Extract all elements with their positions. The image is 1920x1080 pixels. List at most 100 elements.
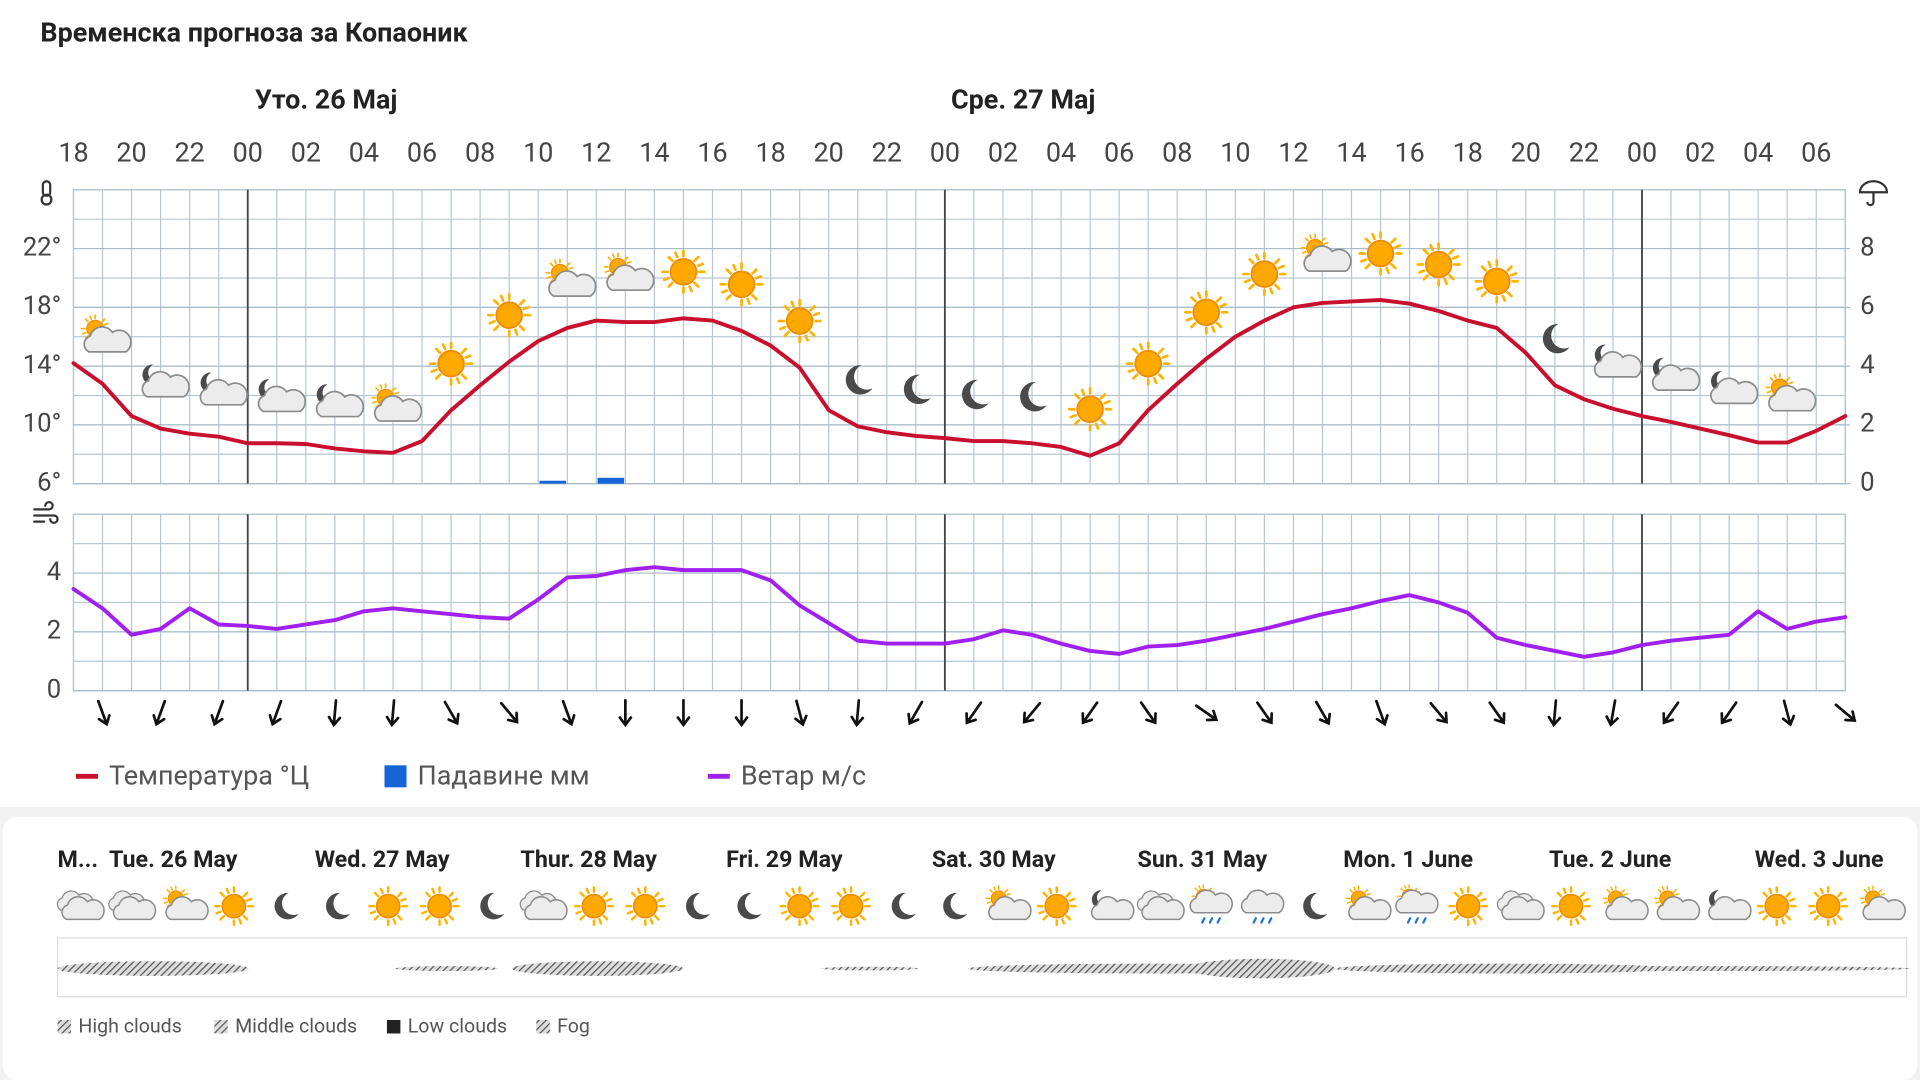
- x-tick-label: 02: [291, 136, 321, 168]
- y-tick-label: 0: [47, 674, 61, 704]
- x-tick-label: 08: [465, 136, 495, 168]
- wind-arrow: [1375, 699, 1389, 727]
- x-tick-label: 00: [930, 136, 960, 168]
- cloud-legend-label: High clouds: [78, 1015, 181, 1038]
- temperature-line: [71, 298, 1848, 458]
- precipitation-bar: [597, 477, 625, 484]
- wind-arrow: [499, 701, 519, 724]
- umbrella-icon: [1858, 180, 1889, 207]
- x-tick-label: 04: [1743, 136, 1773, 168]
- cloud-layer-strip: [56, 937, 1911, 998]
- precipitation-bar: [539, 480, 567, 484]
- legend-label: Падавине мм: [418, 760, 590, 792]
- cloud-legend-label: Fog: [557, 1015, 590, 1038]
- day-name: Thur. 28 May: [520, 845, 657, 873]
- day-name: Mon. 1 June: [1343, 845, 1473, 873]
- wind-arrow: [1781, 699, 1796, 727]
- wind-arrow: [1662, 701, 1680, 725]
- x-tick-label: 20: [1511, 136, 1541, 168]
- wind-icon: [33, 500, 59, 524]
- x-tick-label: 00: [1627, 136, 1657, 168]
- wind-arrow: [385, 699, 400, 728]
- x-tick-label: 14: [1336, 136, 1366, 168]
- thermometer-icon: [40, 180, 53, 206]
- wind-arrow: [618, 699, 633, 728]
- wind-arrow: [1256, 701, 1274, 725]
- x-tick-label: 12: [581, 136, 611, 168]
- x-tick-label: 06: [1104, 136, 1134, 168]
- x-tick-label: 22: [872, 136, 902, 168]
- cloud-legend-swatch: [57, 1020, 72, 1034]
- x-tick-label: 16: [1394, 136, 1424, 168]
- cloud-legend-label: Middle clouds: [235, 1015, 357, 1038]
- x-tick-label: 10: [1220, 136, 1250, 168]
- y2-tick-label: 2: [1860, 409, 1874, 439]
- y-tick-label: 4: [47, 557, 61, 587]
- wind-arrow: [210, 699, 225, 727]
- x-tick-label: 18: [58, 136, 88, 168]
- day-label: Уто. 26 Мај: [255, 84, 398, 116]
- wind-arrow: [1429, 701, 1448, 724]
- wind-arrow: [1605, 699, 1619, 727]
- wind-arrow: [268, 699, 283, 727]
- x-tick-label: 20: [116, 136, 146, 168]
- y-tick-label: 14°: [23, 350, 62, 380]
- x-tick-label: 00: [233, 136, 263, 168]
- wind-arrow: [96, 699, 111, 727]
- wind-arrow: [1139, 701, 1157, 725]
- day-name: Fri. 29 May: [726, 845, 843, 873]
- wind-arrow: [794, 699, 808, 727]
- day-label: Сре. 27 Мај: [951, 84, 1095, 116]
- x-tick-label: 10: [523, 136, 553, 168]
- wind-arrow: [1022, 701, 1042, 724]
- wind-arrow: [676, 699, 691, 728]
- wind-arrow: [850, 699, 865, 728]
- x-tick-label: 02: [988, 136, 1018, 168]
- wind-arrow: [1081, 701, 1099, 725]
- x-tick-label: 18: [755, 136, 785, 168]
- x-tick-label: 12: [1278, 136, 1308, 168]
- cloud-legend-swatch: [386, 1020, 401, 1034]
- wind-arrow: [1547, 699, 1562, 728]
- wind-arrow: [327, 699, 342, 728]
- x-tick-label: 08: [1162, 136, 1192, 168]
- day-name: Wed. 27 May: [315, 845, 450, 873]
- wind-arrow: [443, 700, 460, 726]
- x-tick-label: 06: [1801, 136, 1831, 168]
- wind-arrow: [1314, 700, 1332, 726]
- wind-arrow: [965, 701, 983, 725]
- x-tick-label: 16: [697, 136, 727, 168]
- wind-arrow: [1834, 703, 1857, 722]
- wind-arrow: [734, 699, 749, 728]
- y-tick-label: 18°: [23, 291, 62, 321]
- wind-arrow: [1720, 701, 1738, 725]
- day-name: Tue. 2 June: [1549, 845, 1671, 873]
- x-tick-label: 20: [814, 136, 844, 168]
- legend-label: Температура °Ц: [109, 760, 309, 792]
- x-tick-label: 22: [175, 136, 205, 168]
- cloud-legend-swatch: [214, 1020, 228, 1034]
- day-name: Sat. 30 May: [932, 845, 1056, 873]
- day-name: Wed. 3 June: [1755, 845, 1884, 873]
- y-tick-label: 2: [47, 616, 61, 646]
- wind-line: [71, 565, 1848, 659]
- cloud-legend-swatch: [536, 1020, 550, 1034]
- y-tick-label: 10°: [23, 409, 62, 439]
- y-tick-label: 22°: [23, 232, 62, 262]
- x-tick-label: 14: [639, 136, 669, 168]
- daily-forecast: M... Tue. 26 May Wed. 27 May Thur. 28 May Fr…: [57, 845, 1920, 1038]
- y2-tick-label: 0: [1860, 467, 1874, 497]
- y2-tick-label: 4: [1860, 350, 1874, 380]
- cloud-legend-label: Low clouds: [408, 1015, 507, 1038]
- y2-tick-label: 8: [1860, 232, 1874, 262]
- weather-icon: [661, 249, 706, 295]
- wind-arrow: [561, 699, 576, 727]
- day-name: M...: [58, 845, 99, 873]
- y-tick-label: 6°: [37, 467, 61, 497]
- page-title: Временска прогноза за Копаоник: [40, 16, 468, 48]
- wind-arrow: [907, 700, 924, 726]
- x-tick-label: 02: [1685, 136, 1715, 168]
- wind-arrow: [1488, 701, 1506, 725]
